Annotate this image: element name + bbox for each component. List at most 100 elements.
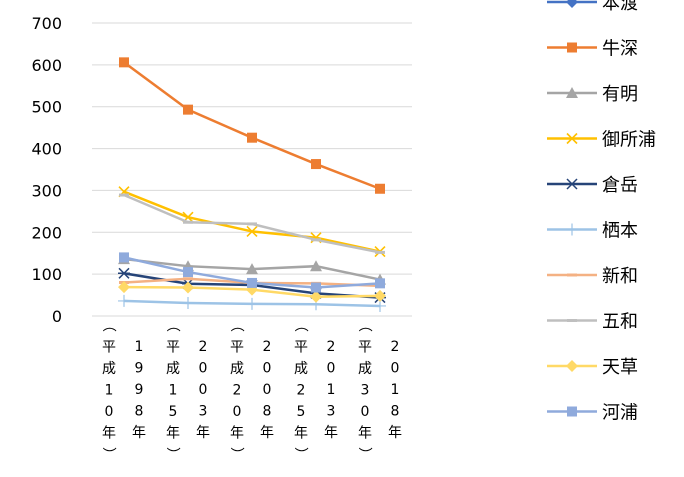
x-label-char: 3 (361, 383, 370, 399)
y-tick-label: 100 (31, 265, 62, 284)
x-label-char: 年 (230, 426, 244, 442)
x-label-char: 1 (135, 339, 144, 355)
legend-label: 御所浦 (602, 130, 656, 151)
x-label-char: ） (356, 447, 372, 461)
data-point (118, 267, 130, 279)
legend-marker (566, 223, 578, 236)
legend-marker (567, 42, 577, 53)
x-label-char: 年 (132, 425, 146, 441)
legend-label: 栖本 (602, 221, 638, 242)
data-point (247, 277, 257, 288)
legend-entry: 栖本 (547, 221, 638, 242)
x-label-char: 平 (166, 340, 180, 356)
x-label-char: 1 (105, 383, 114, 399)
x-label-char: 0 (199, 382, 208, 398)
x-label-char: 8 (391, 404, 400, 420)
y-tick-label: 700 (31, 14, 62, 33)
legend-marker (566, 0, 578, 8)
x-label-char: 1 (327, 382, 336, 398)
x-label-char: 成 (166, 361, 180, 377)
legend-marker (566, 360, 578, 372)
x-category-label: （ 平成 2 5 年 ） 2 0 1 3 年 (292, 318, 338, 461)
x-label-char: 8 (263, 404, 272, 420)
x-label-char: 2 (263, 339, 272, 355)
data-point (183, 104, 193, 115)
data-point (246, 225, 258, 238)
x-label-char: 3 (327, 404, 336, 420)
x-label-char: 成 (358, 361, 372, 377)
x-label-char: 0 (233, 404, 242, 420)
data-point (119, 252, 129, 263)
data-point (310, 260, 322, 272)
x-label-char: 0 (391, 361, 400, 377)
series-line (123, 61, 381, 190)
y-tick-label: 600 (31, 56, 62, 75)
legend-label: 五和 (602, 312, 638, 333)
x-label-char: （ (100, 318, 116, 332)
x-label-char: 0 (263, 382, 272, 398)
y-tick-label: 300 (31, 181, 62, 200)
y-axis-tick-labels: 0 100 200 300 400 500 600 700 (31, 14, 62, 326)
x-label-char: 3 (199, 404, 208, 420)
x-category-label: （ 平成 3 0 年 ） 2 0 1 8 年 (356, 318, 402, 461)
x-label-char: 0 (105, 404, 114, 420)
x-label-char: 2 (327, 339, 336, 355)
x-label-char: ） (292, 447, 308, 461)
legend-entry: 牛深 (547, 39, 638, 60)
data-point (183, 267, 193, 278)
legend-entry: 倉岳 (547, 175, 638, 196)
legend-label: 天草 (602, 357, 638, 378)
data-point (374, 299, 386, 312)
x-label-char: 年 (102, 426, 116, 442)
x-label-char: （ (228, 318, 244, 332)
data-point (246, 297, 258, 310)
legend-marker (566, 178, 578, 190)
data-point (311, 282, 321, 293)
legend-entry: 河浦 (547, 403, 638, 424)
x-label-char: 平 (230, 340, 244, 356)
data-point (310, 290, 322, 303)
data-point (118, 281, 130, 294)
x-label-char: 年 (294, 426, 308, 442)
x-axis-category-labels: （ 平成 1 0 年 ） 1 9 9 8 年 （ 平成 1 5 年 ） 2 0 0 3 年 （ 平成 2 0 年 ） 2 0 0 8 年 （ 平成 2… (100, 318, 402, 461)
series-9 (118, 281, 386, 303)
x-label-char: 0 (327, 361, 336, 377)
x-label-char: ） (228, 447, 244, 461)
x-label-char: 成 (294, 361, 308, 377)
x-label-char: 平 (294, 340, 308, 356)
x-label-char: 0 (199, 361, 208, 377)
x-label-char: 1 (391, 382, 400, 398)
data-point (374, 289, 386, 302)
series-line (123, 190, 381, 253)
x-label-char: 0 (361, 404, 370, 420)
legend-entry: 新和 (547, 266, 638, 287)
legend-entry: 五和 (547, 312, 638, 333)
data-point (118, 294, 130, 307)
legend-label: 牛深 (602, 39, 638, 60)
x-label-char: 年 (166, 426, 180, 442)
series-2 (119, 57, 385, 194)
x-label-char: （ (164, 318, 180, 332)
x-label-char: ） (164, 447, 180, 461)
x-label-char: 2 (391, 339, 400, 355)
legend-label: 新和 (602, 266, 638, 287)
legend-label: 河浦 (602, 403, 638, 424)
x-label-char: 年 (388, 425, 402, 441)
y-tick-label: 400 (31, 140, 62, 159)
data-point (375, 183, 385, 194)
series-6 (118, 294, 386, 312)
data-point (246, 263, 258, 275)
x-label-char: （ (356, 318, 372, 332)
data-point (182, 297, 194, 310)
x-label-char: 年 (196, 425, 210, 441)
x-label-char: 1 (169, 383, 178, 399)
x-label-char: 8 (135, 404, 144, 420)
y-tick-label: 200 (31, 223, 62, 242)
legend-label: 有明 (602, 84, 638, 105)
legend-marker (566, 132, 578, 145)
x-label-char: 5 (169, 404, 178, 420)
x-label-char: 年 (260, 425, 274, 441)
legend-marker (566, 87, 578, 98)
